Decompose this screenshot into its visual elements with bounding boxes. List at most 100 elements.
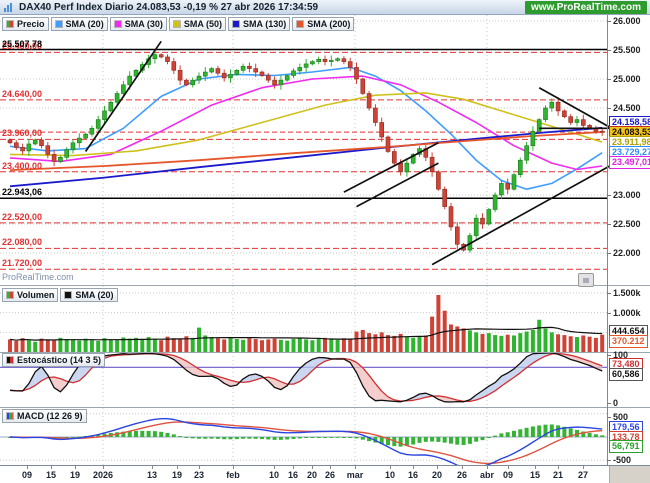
volume-legend-item[interactable]: Volumen <box>2 288 59 302</box>
watermark: ProRealTime.com <box>2 272 74 282</box>
instrument-title: DAX40 Perf Index Diario 24.083,53 -0,19 … <box>19 1 319 13</box>
axis-corner-box <box>609 466 650 483</box>
time-axis-tickmark <box>462 466 463 469</box>
snapshot-icon[interactable] <box>578 273 594 287</box>
time-axis-label: 26 <box>456 470 467 480</box>
price-level-label: 22.520,00 <box>2 211 43 222</box>
pane-separator[interactable] <box>0 407 650 408</box>
chart-app-icon <box>4 2 12 12</box>
legend-swatch-icon <box>54 20 63 28</box>
time-axis-label: 26 <box>324 470 335 480</box>
time-axis-tickmark <box>51 466 52 469</box>
macd-pane-canvas <box>0 408 607 465</box>
time-axis-tickmark <box>508 466 509 469</box>
volume-axis-tickmark <box>607 313 611 314</box>
time-axis-tickmark <box>27 466 28 469</box>
price-axis-line[interactable] <box>607 15 608 465</box>
time-axis[interactable]: 09 15 19 2026 13 19 23 feb 10 16 20 26 mar 10 16 20 26 ab… <box>0 465 650 483</box>
macd-axis-tick: -500 <box>613 455 632 465</box>
price-level-label: 23.400,00 <box>2 160 43 171</box>
title-bar: DAX40 Perf Index Diario 24.083,53 -0,19 … <box>0 0 650 15</box>
price-axis-tickmark <box>607 50 611 51</box>
time-axis-tickmark <box>487 466 488 469</box>
pane-separator[interactable] <box>0 352 650 353</box>
stochastic-pane-canvas <box>0 352 607 407</box>
legend-label: SMA (30) <box>124 19 163 29</box>
prorealtime-brand-link[interactable]: www.ProRealTime.com <box>524 0 647 14</box>
price-level-label: 22.080,00 <box>2 237 43 248</box>
time-axis-label: 09 <box>502 470 513 480</box>
price-axis-tickmark <box>607 79 611 80</box>
time-axis-label: 10 <box>384 470 395 480</box>
price-level-label: 21.720,00 <box>2 258 43 269</box>
time-axis-tickmark <box>293 466 294 469</box>
price-legend-item[interactable]: SMA (130) <box>228 17 291 31</box>
legend-label: Precio <box>17 19 45 29</box>
time-axis-tickmark <box>558 466 559 469</box>
volume-axis-tick: 1.500k <box>613 288 641 298</box>
price-legend-item[interactable]: Precio <box>2 17 49 31</box>
price-axis-tick: 25.000 <box>613 74 641 84</box>
time-axis-tickmark <box>177 466 178 469</box>
time-axis-tickmark <box>103 466 104 469</box>
legend-swatch-icon <box>113 20 122 28</box>
stochastic-legend: Estocástico (14 3 5) <box>2 353 106 367</box>
stochastic-value-label: 60,586 <box>609 368 643 381</box>
legend-swatch-icon <box>64 291 73 299</box>
price-legend-item[interactable]: SMA (30) <box>109 17 167 31</box>
volume-pane-canvas <box>0 286 607 352</box>
legend-swatch-icon <box>6 20 14 28</box>
volume-axis-tick: 1.000k <box>613 308 641 318</box>
time-axis-label: 20 <box>431 470 442 480</box>
legend-label: Estocástico (14 3 5) <box>17 355 102 365</box>
stochastic-axis-tick: 100 <box>613 350 629 360</box>
price-value-label: 23.497,01 <box>609 156 650 169</box>
legend-label: SMA (50) <box>183 19 223 29</box>
price-legend: Precio SMA (20) SMA (30) SMA (50) SMA (130) S… <box>2 17 355 31</box>
stochastic-axis-tick: 0 <box>613 398 619 408</box>
legend-label: SMA (130) <box>243 19 287 29</box>
time-axis-tickmark <box>312 466 313 469</box>
time-axis-tickmark <box>437 466 438 469</box>
price-level-label: 22.943,06 <box>2 187 43 198</box>
legend-swatch-icon <box>6 412 14 420</box>
price-axis-tickmark <box>607 108 611 109</box>
time-axis-tickmark <box>583 466 584 469</box>
candles <box>7 49 605 253</box>
time-axis-tickmark <box>535 466 536 469</box>
legend-label: SMA (20) <box>65 19 104 29</box>
price-legend-item[interactable]: SMA (50) <box>168 17 227 31</box>
price-axis-tickmark <box>607 21 611 22</box>
time-axis-label: abr <box>479 470 494 480</box>
time-axis-label: 09 <box>21 470 32 480</box>
time-axis-tickmark <box>330 466 331 469</box>
price-axis-tick: 26.000 <box>613 16 641 26</box>
macd-axis-tickmark <box>607 417 611 418</box>
time-axis-tickmark <box>274 466 275 469</box>
time-axis-label: mar <box>346 470 364 480</box>
price-pane-canvas <box>0 15 616 286</box>
time-axis-tickmark <box>355 466 356 469</box>
time-axis-label: 2026 <box>92 470 114 480</box>
time-axis-label: 21 <box>552 470 563 480</box>
price-axis-tick: 24.500 <box>613 103 641 113</box>
price-legend-item[interactable]: SMA (200) <box>292 17 355 31</box>
macd-axis-tickmark <box>607 460 611 461</box>
stochastic-axis-tickmark <box>607 403 611 404</box>
stochastic-legend-item[interactable]: Estocástico (14 3 5) <box>2 353 106 367</box>
macd-legend-item[interactable]: MACD (12 26 9) <box>2 409 87 423</box>
volume-legend-item[interactable]: SMA (20) <box>60 288 118 302</box>
legend-label: MACD (12 26 9) <box>17 411 83 421</box>
time-axis-label: 15 <box>529 470 540 480</box>
time-axis-label: 20 <box>306 470 317 480</box>
pane-separator[interactable] <box>0 285 650 286</box>
macd-legend: MACD (12 26 9) <box>2 409 87 423</box>
time-axis-label: 15 <box>45 470 56 480</box>
stochastic-axis-tickmark <box>607 355 611 356</box>
time-axis-label: 19 <box>69 470 80 480</box>
price-legend-item[interactable]: SMA (20) <box>50 17 108 31</box>
price-axis-tickmark <box>607 253 611 254</box>
time-axis-label: feb <box>226 470 240 480</box>
time-axis-label: 16 <box>407 470 418 480</box>
